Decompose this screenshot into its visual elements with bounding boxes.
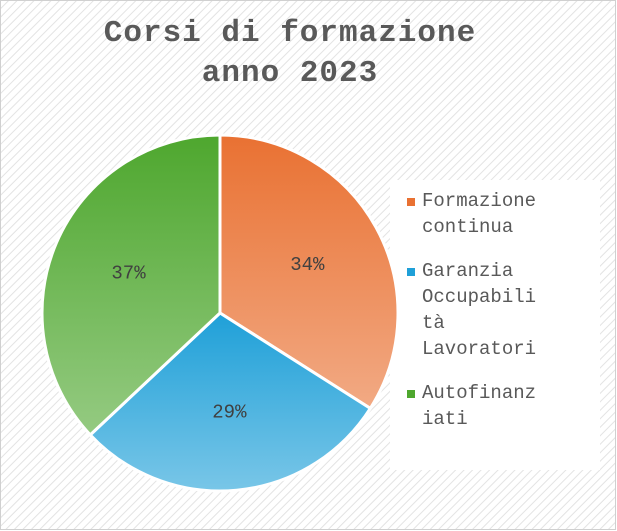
pie-slice [88, 311, 373, 493]
pie-slice [40, 133, 222, 437]
legend-background [390, 180, 600, 470]
legend-label: Formazione continua [422, 190, 537, 238]
legend-label: Autofinanziati [422, 382, 537, 430]
data-label: 37% [111, 262, 146, 284]
data-label: 34% [290, 254, 325, 276]
legend-item: Formazione continua [405, 188, 547, 240]
data-label: 29% [212, 401, 247, 423]
legend-swatch [407, 390, 415, 398]
legend: Formazione continua Garanzia Occupabilità… [405, 188, 590, 450]
chart-title: Corsi di formazione anno 2023 [103, 16, 477, 91]
legend-item: Autofinanziati [405, 380, 547, 432]
legend-swatch [407, 268, 415, 276]
legend-label: Garanzia Occupabilità Lavoratori [422, 260, 537, 360]
legend-swatch [407, 198, 415, 206]
legend-item: Garanzia Occupabilità Lavoratori [405, 258, 547, 362]
